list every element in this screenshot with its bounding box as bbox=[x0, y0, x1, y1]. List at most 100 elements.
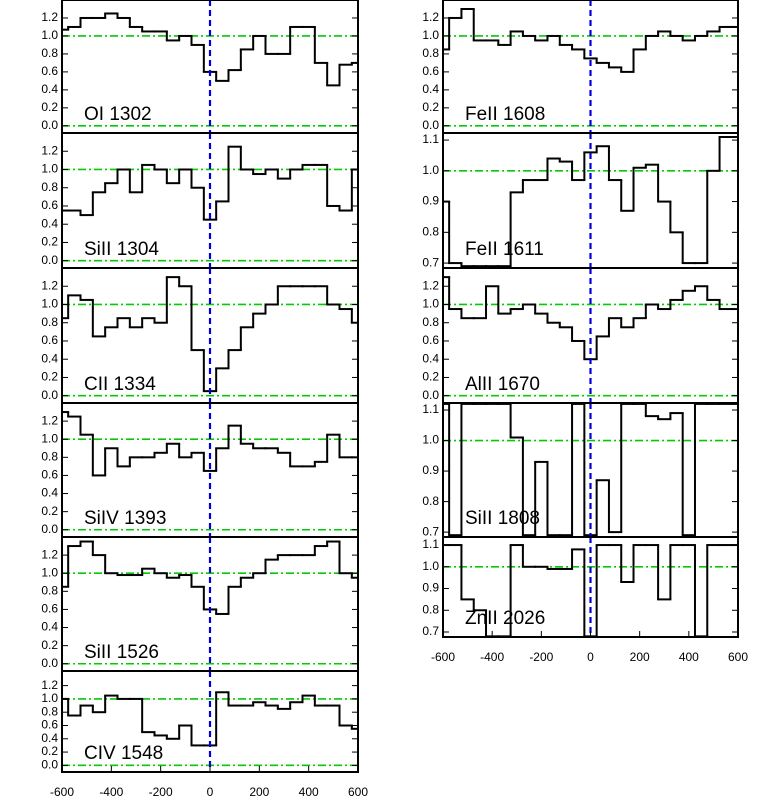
y-tick-label: 0.6 bbox=[41, 333, 58, 347]
panel-label: FeII 1608 bbox=[465, 104, 545, 125]
panel-label: AlII 1670 bbox=[465, 374, 540, 395]
y-tick-label: 0.4 bbox=[422, 82, 439, 96]
panel-label: CII 1334 bbox=[84, 374, 156, 395]
x-tick-label: 0 bbox=[587, 650, 594, 664]
x-tick-label: 400 bbox=[299, 785, 319, 799]
y-tick-label: 0.8 bbox=[41, 449, 58, 463]
y-tick-label: 0.4 bbox=[41, 486, 58, 500]
x-tick-label: 200 bbox=[630, 650, 650, 664]
y-tick-label: 1.0 bbox=[41, 691, 58, 705]
y-tick-label: 0.2 bbox=[41, 504, 58, 518]
y-tick-label: 0.6 bbox=[422, 64, 439, 78]
y-tick-label: 0.8 bbox=[422, 494, 439, 508]
y-tick-label: 0.2 bbox=[41, 235, 58, 249]
x-tick-label: 200 bbox=[249, 785, 269, 799]
y-tick-label: 1.2 bbox=[41, 413, 58, 427]
panel-label: SiII 1526 bbox=[84, 642, 159, 663]
y-tick-label: 0.9 bbox=[422, 463, 439, 477]
panel-label: SiIV 1393 bbox=[84, 508, 166, 529]
y-tick-label: 0.0 bbox=[41, 758, 58, 772]
y-tick-label: 0.6 bbox=[41, 602, 58, 616]
x-tick-label: -600 bbox=[50, 785, 74, 799]
y-tick-label: 1.2 bbox=[422, 10, 439, 24]
y-tick-label: 0.0 bbox=[41, 656, 58, 670]
panel-label: ZnII 2026 bbox=[465, 608, 545, 629]
y-tick-label: 1.0 bbox=[422, 163, 439, 177]
y-tick-label: 0.8 bbox=[41, 704, 58, 718]
y-tick-label: 1.2 bbox=[41, 278, 58, 292]
y-tick-label: 0.9 bbox=[422, 194, 439, 208]
y-tick-label: 0.6 bbox=[422, 333, 439, 347]
panel bbox=[443, 133, 738, 268]
x-tick-label: -200 bbox=[149, 785, 173, 799]
y-tick-label: 1.0 bbox=[41, 565, 58, 579]
panel bbox=[443, 268, 738, 403]
y-tick-label: 0.8 bbox=[41, 315, 58, 329]
y-tick-label: 0.8 bbox=[422, 224, 439, 238]
y-tick-label: 1.1 bbox=[422, 402, 439, 416]
y-tick-label: 0.0 bbox=[422, 118, 439, 132]
y-tick-label: 0.2 bbox=[41, 370, 58, 384]
y-tick-label: 0.4 bbox=[41, 731, 58, 745]
y-tick-label: 0.8 bbox=[41, 180, 58, 194]
y-tick-label: 1.2 bbox=[41, 10, 58, 24]
x-tick-label: 0 bbox=[207, 785, 214, 799]
y-tick-label: 0.2 bbox=[41, 638, 58, 652]
y-tick-label: 0.0 bbox=[41, 253, 58, 267]
y-tick-label: 0.4 bbox=[41, 82, 58, 96]
y-tick-label: 1.0 bbox=[41, 28, 58, 42]
y-tick-label: 0.2 bbox=[41, 100, 58, 114]
y-tick-label: 0.0 bbox=[41, 118, 58, 132]
y-tick-label: 0.6 bbox=[41, 718, 58, 732]
y-tick-label: 0.2 bbox=[422, 370, 439, 384]
y-tick-label: 1.0 bbox=[422, 433, 439, 447]
y-tick-label: 1.0 bbox=[41, 297, 58, 311]
y-tick-label: 0.2 bbox=[422, 100, 439, 114]
x-tick-label: -200 bbox=[529, 650, 553, 664]
panel bbox=[62, 671, 358, 772]
panel bbox=[62, 403, 358, 537]
y-tick-label: 0.8 bbox=[41, 583, 58, 597]
y-tick-label: 1.0 bbox=[422, 28, 439, 42]
y-tick-label: 1.2 bbox=[41, 678, 58, 692]
y-tick-label: 0.7 bbox=[422, 624, 439, 638]
y-tick-label: 0.4 bbox=[41, 351, 58, 365]
y-tick-label: 0.0 bbox=[41, 522, 58, 536]
x-tick-label: -400 bbox=[480, 650, 504, 664]
y-tick-label: 0.8 bbox=[422, 602, 439, 616]
y-tick-label: 0.0 bbox=[41, 388, 58, 402]
x-tick-label: 600 bbox=[348, 785, 368, 799]
y-tick-label: 1.2 bbox=[422, 278, 439, 292]
y-tick-label: 0.7 bbox=[422, 524, 439, 538]
y-tick-label: 1.1 bbox=[422, 132, 439, 146]
panel-label: SiII 1304 bbox=[84, 239, 159, 260]
y-tick-label: 1.2 bbox=[41, 143, 58, 157]
y-tick-label: 1.0 bbox=[41, 431, 58, 445]
y-tick-label: 1.0 bbox=[422, 297, 439, 311]
x-tick-label: 400 bbox=[679, 650, 699, 664]
x-tick-label: -400 bbox=[99, 785, 123, 799]
y-tick-label: 0.6 bbox=[41, 198, 58, 212]
x-tick-label: -600 bbox=[431, 650, 455, 664]
y-tick-label: 0.9 bbox=[422, 581, 439, 595]
panel bbox=[62, 537, 358, 671]
y-tick-label: 0.4 bbox=[422, 351, 439, 365]
y-tick-label: 1.2 bbox=[41, 547, 58, 561]
y-tick-label: 0.8 bbox=[422, 46, 439, 60]
y-tick-label: 0.6 bbox=[41, 468, 58, 482]
panel-label: SiII 1808 bbox=[465, 508, 540, 529]
y-tick-label: 1.0 bbox=[422, 559, 439, 573]
panel bbox=[62, 0, 358, 133]
panel bbox=[62, 268, 358, 403]
y-tick-label: 0.0 bbox=[422, 388, 439, 402]
panel-label: CIV 1548 bbox=[84, 743, 163, 764]
y-tick-label: 1.0 bbox=[41, 162, 58, 176]
y-tick-label: 1.1 bbox=[422, 537, 439, 551]
panel-label: FeII 1611 bbox=[465, 239, 544, 260]
panel bbox=[62, 133, 358, 268]
y-tick-label: 0.7 bbox=[422, 255, 439, 269]
y-tick-label: 0.8 bbox=[41, 46, 58, 60]
y-tick-label: 0.6 bbox=[41, 64, 58, 78]
